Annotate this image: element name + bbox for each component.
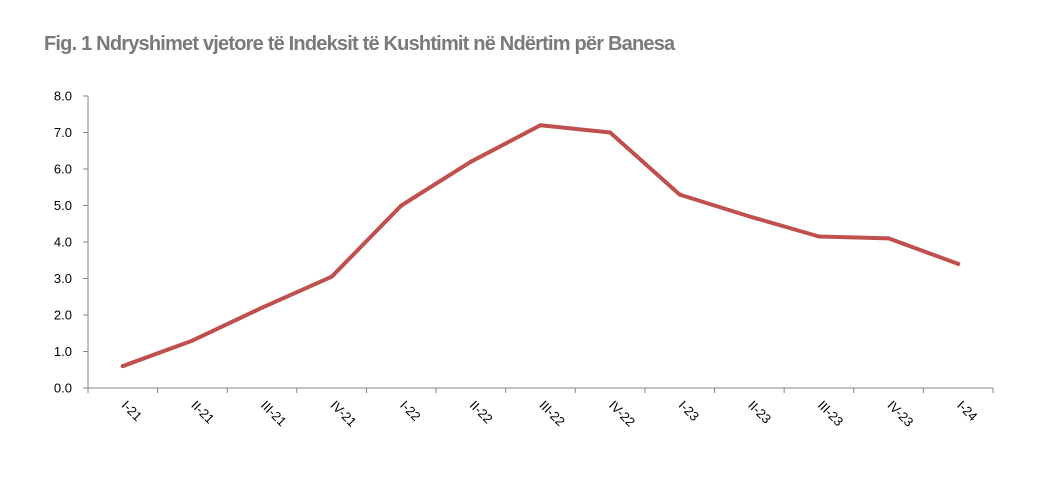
y-tick-label: 2.0 — [54, 308, 72, 323]
data-point — [190, 338, 195, 343]
x-tick-label: I-21 — [119, 398, 145, 424]
y-tick-label: 1.0 — [54, 344, 72, 359]
data-point — [120, 364, 125, 369]
y-tick-label: 7.0 — [54, 125, 72, 140]
chart-title: Fig. 1 Ndryshimet vjetore të Indeksit të… — [44, 33, 675, 55]
x-tick-label: IV-21 — [328, 398, 360, 430]
x-tick-label: III-22 — [536, 398, 568, 430]
x-tick-label: I-24 — [954, 398, 980, 424]
x-axis: I-21 II-21 III-21 IV-21 I-22 II-22 III-22 IV-22… — [87, 387, 994, 430]
data-point — [399, 203, 404, 208]
y-tick-label: 5.0 — [54, 198, 72, 213]
data-point — [886, 236, 891, 241]
series-group — [120, 123, 961, 369]
data-point — [747, 214, 752, 219]
x-tick-label: II-22 — [467, 398, 496, 427]
x-tick-label: IV-23 — [884, 398, 916, 430]
series-line — [120, 123, 961, 369]
y-axis: 0.0 1.0 2.0 3.0 4.0 5.0 6.0 7.0 8.0 — [54, 89, 89, 396]
data-point — [468, 159, 473, 164]
x-tick-label: III-23 — [815, 398, 847, 430]
y-tick-label: 6.0 — [54, 162, 72, 177]
data-point — [538, 123, 543, 128]
data-point — [329, 274, 334, 279]
x-tick-label: II-21 — [188, 398, 217, 427]
y-tick-label: 3.0 — [54, 271, 72, 286]
x-tick-label: IV-22 — [606, 398, 638, 430]
x-tick-label: I-23 — [676, 398, 702, 424]
x-tick-label: I-22 — [397, 398, 423, 424]
y-tick-label: 8.0 — [54, 89, 72, 104]
data-point — [816, 234, 821, 239]
data-point — [608, 130, 613, 135]
x-tick-label: II-23 — [745, 398, 774, 427]
data-point — [956, 261, 961, 266]
x-tick-label: III-21 — [258, 398, 290, 430]
y-tick-label: 0.0 — [54, 381, 72, 396]
data-point — [677, 192, 682, 197]
data-point — [260, 305, 265, 310]
y-tick-label: 4.0 — [54, 235, 72, 250]
